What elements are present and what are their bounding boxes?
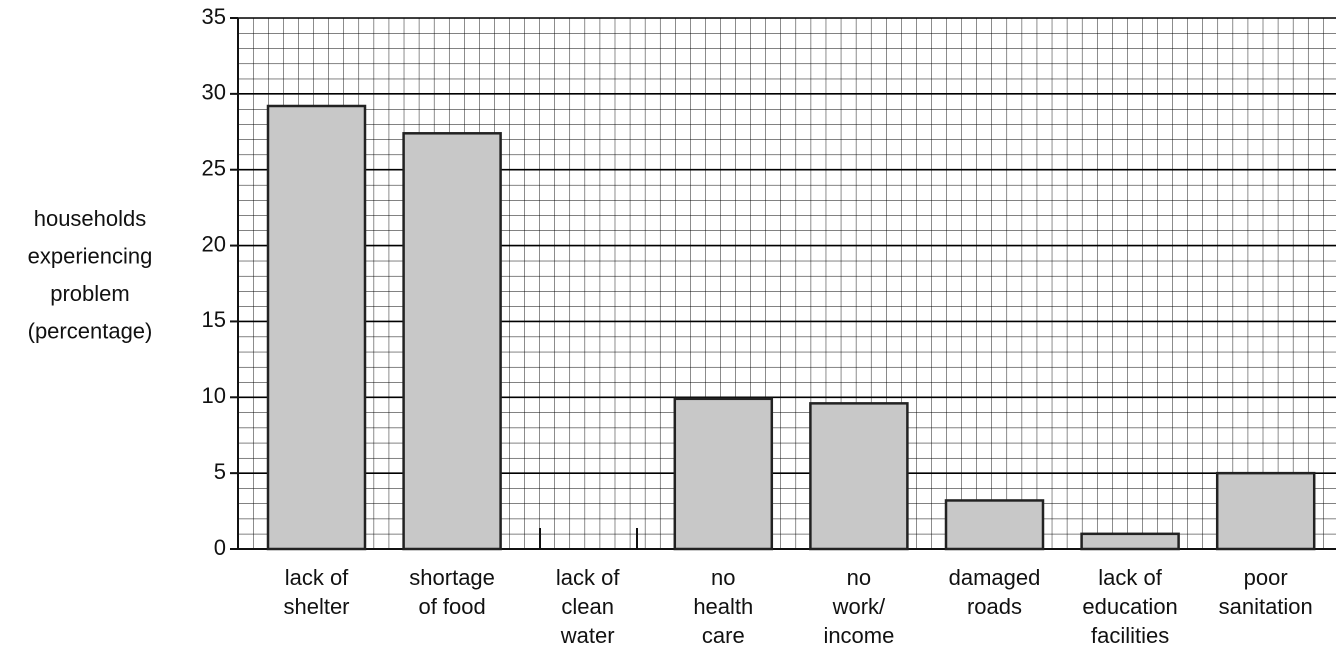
bar xyxy=(402,132,502,551)
y-tick-label: 20 xyxy=(202,231,226,256)
y-axis-label: problem xyxy=(50,281,129,306)
y-tick-label: 5 xyxy=(214,459,226,484)
y-tick-label: 25 xyxy=(202,156,226,181)
x-tick-label: education xyxy=(1082,594,1177,619)
bar xyxy=(1080,532,1180,551)
bar xyxy=(944,499,1045,551)
x-tick-label: of food xyxy=(418,594,485,619)
y-tick-label: 30 xyxy=(202,80,226,105)
y-tick-label: 35 xyxy=(202,4,226,29)
y-tick-label: 0 xyxy=(214,535,226,560)
y-axis-label: (percentage) xyxy=(28,318,153,343)
x-tick-label: damaged xyxy=(949,565,1041,590)
bar xyxy=(1215,471,1316,551)
x-tick-label: no xyxy=(847,565,871,590)
x-tick-label: care xyxy=(702,623,745,648)
x-tick-label: health xyxy=(693,594,753,619)
y-axis-label: households xyxy=(34,206,147,231)
x-tick-label: water xyxy=(560,623,615,648)
x-tick-label: work/ xyxy=(832,594,886,619)
y-tick-label: 15 xyxy=(202,307,226,332)
x-tick-label: lack of xyxy=(556,565,620,590)
x-tick-label: shortage xyxy=(409,565,495,590)
x-tick-label: lack of xyxy=(285,565,349,590)
x-tick-label: shelter xyxy=(283,594,349,619)
bar xyxy=(809,402,909,551)
x-tick-label: no xyxy=(711,565,735,590)
x-tick-label: roads xyxy=(967,594,1022,619)
x-tick-label: facilities xyxy=(1091,623,1169,648)
x-tick-label: clean xyxy=(561,594,614,619)
x-tick-label: poor xyxy=(1244,565,1288,590)
y-tick-label: 10 xyxy=(202,383,226,408)
bar xyxy=(673,397,774,551)
y-axis-label: experiencing xyxy=(28,243,153,268)
x-tick-label: lack of xyxy=(1098,565,1162,590)
x-tick-label: income xyxy=(823,623,894,648)
bar xyxy=(266,104,367,551)
x-tick-label: sanitation xyxy=(1219,594,1313,619)
